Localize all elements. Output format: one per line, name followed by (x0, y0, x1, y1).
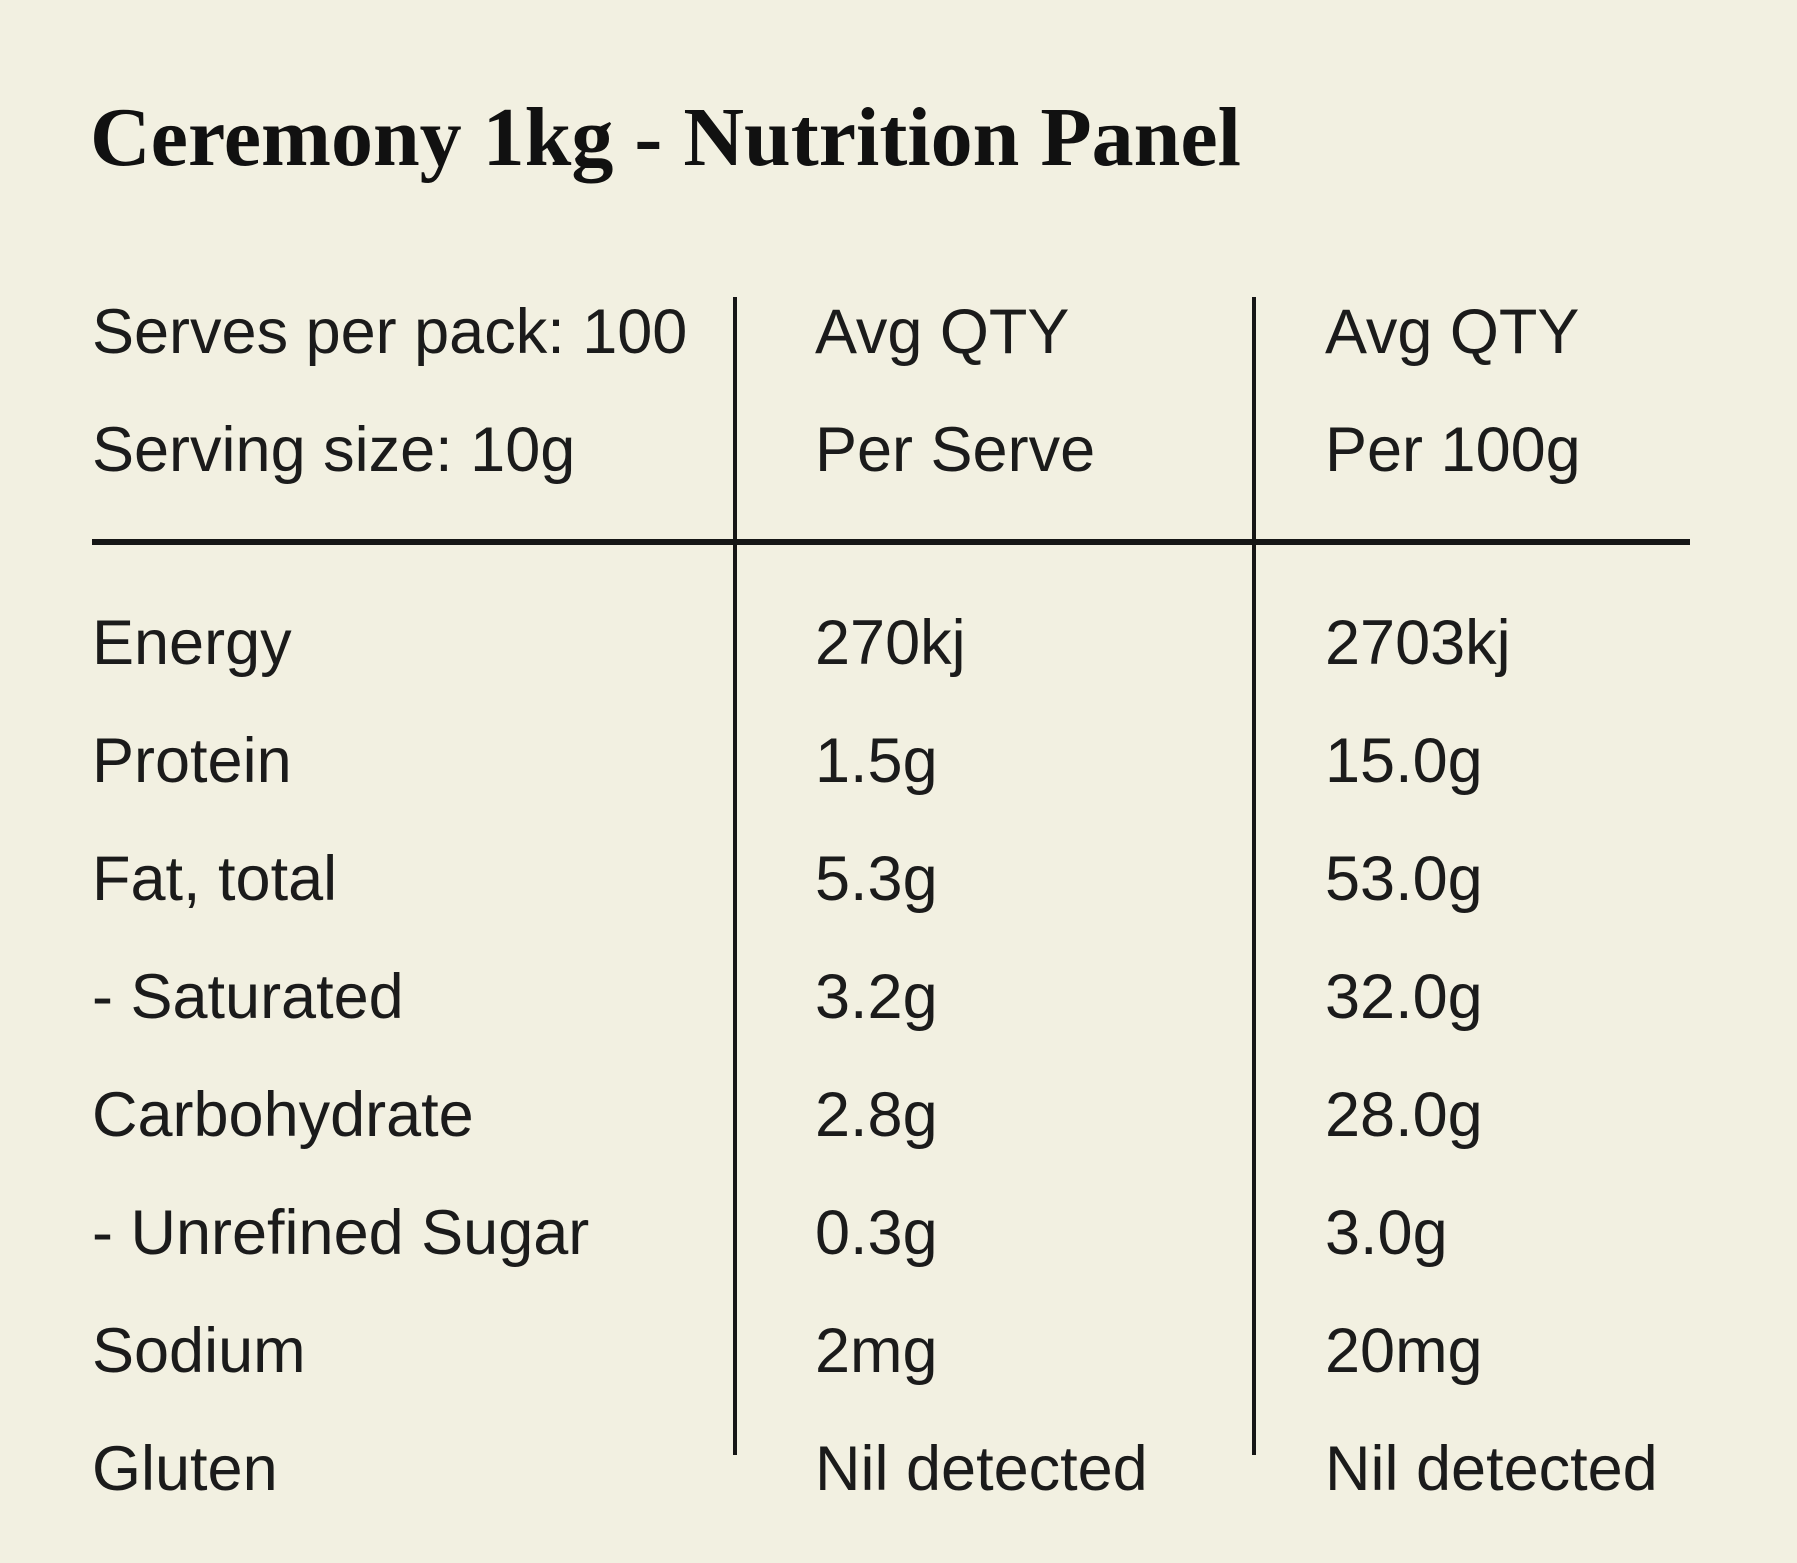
table-body: Energy 270kj 2703kj Protein 1.5g 15.0g F… (92, 584, 1690, 1528)
per-100g-header-line2: Per 100g (1325, 415, 1581, 485)
row-label: Protein (92, 726, 292, 796)
page-title: Ceremony 1kg - Nutrition Panel (90, 91, 1242, 184)
row-per-100g: 3.0g (1325, 1198, 1448, 1268)
column-divider-1 (733, 297, 737, 1455)
row-per-100g: 15.0g (1325, 726, 1483, 796)
serving-size-label: Serving size: 10g (92, 415, 576, 485)
row-per-serve: 5.3g (815, 844, 938, 914)
header-divider-line (92, 539, 1690, 545)
row-label: - Saturated (92, 962, 404, 1032)
row-per-100g: 53.0g (1325, 844, 1483, 914)
table-header: Serves per pack: 100 Avg QTY Avg QTY Ser… (92, 273, 1690, 509)
row-per-serve: 1.5g (815, 726, 938, 796)
row-per-100g: Nil detected (1325, 1434, 1658, 1504)
row-label: Carbohydrate (92, 1080, 474, 1150)
row-per-100g: 28.0g (1325, 1080, 1483, 1150)
per-100g-header-line1: Avg QTY (1325, 297, 1580, 367)
serves-per-pack-label: Serves per pack: 100 (92, 297, 688, 367)
row-label: Gluten (92, 1434, 278, 1504)
row-label: Fat, total (92, 844, 338, 914)
row-per-serve: 270kj (815, 608, 966, 678)
row-per-serve: Nil detected (815, 1434, 1148, 1504)
column-divider-2 (1252, 297, 1256, 1455)
row-per-100g: 2703kj (1325, 608, 1511, 678)
row-per-serve: 3.2g (815, 962, 938, 1032)
per-serve-header-line1: Avg QTY (815, 297, 1070, 367)
row-per-100g: 20mg (1325, 1316, 1483, 1386)
row-per-serve: 2.8g (815, 1080, 938, 1150)
row-per-serve: 2mg (815, 1316, 938, 1386)
row-label: - Unrefined Sugar (92, 1198, 590, 1268)
per-serve-header-line2: Per Serve (815, 415, 1096, 485)
row-label: Sodium (92, 1316, 306, 1386)
row-label: Energy (92, 608, 292, 678)
row-per-serve: 0.3g (815, 1198, 938, 1268)
row-per-100g: 32.0g (1325, 962, 1483, 1032)
